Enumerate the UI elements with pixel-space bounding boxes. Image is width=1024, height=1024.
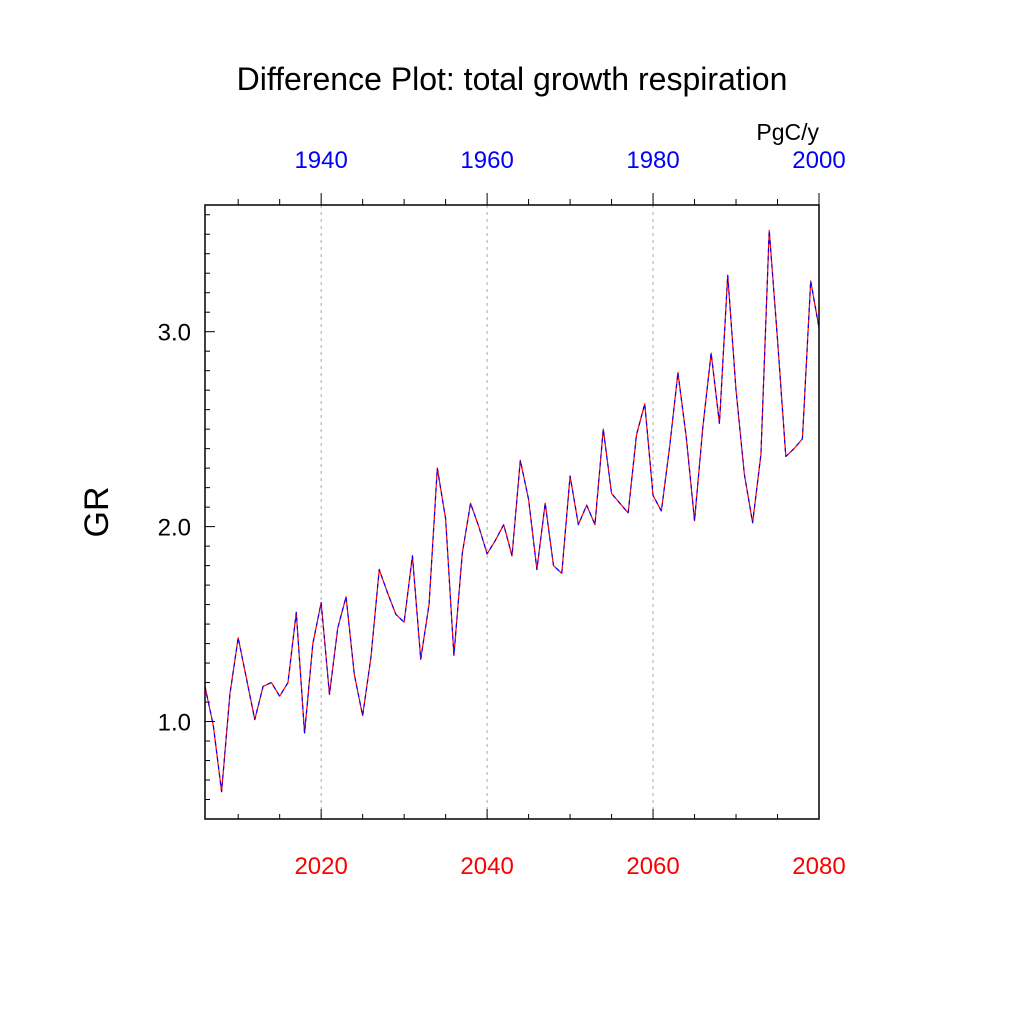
series-layer: [204, 229, 820, 793]
series-line-future: [204, 229, 820, 793]
y-tick-label: 2.0: [158, 515, 191, 542]
bottom-tick-label: 2020: [294, 853, 347, 880]
bottom-tick-label: 2080: [792, 853, 845, 880]
plot-frame: [204, 204, 820, 820]
y-axis-label: GR: [78, 487, 116, 538]
minor-ticks: [205, 199, 779, 819]
top-x-axis: 1940 1960 1980 2000: [294, 147, 846, 205]
top-tick-label: 1940: [294, 147, 347, 174]
chart-title: Difference Plot: total growth respiratio…: [237, 61, 788, 97]
series-line-historical: [204, 229, 820, 793]
y-tick-label: 1.0: [158, 710, 191, 737]
units-label: PgC/y: [756, 119, 819, 145]
top-tick-label: 1980: [626, 147, 679, 174]
bottom-tick-label: 2060: [626, 853, 679, 880]
top-tick-label: 1960: [460, 147, 513, 174]
y-tick-label: 3.0: [158, 320, 191, 347]
grid-lines: [320, 205, 654, 819]
bottom-x-axis: 2020 2040 2060 2080: [294, 809, 846, 880]
y-axis: 1.0 2.0 3.0: [158, 320, 215, 737]
bottom-tick-label: 2040: [460, 853, 513, 880]
top-tick-label: 2000: [792, 147, 845, 174]
